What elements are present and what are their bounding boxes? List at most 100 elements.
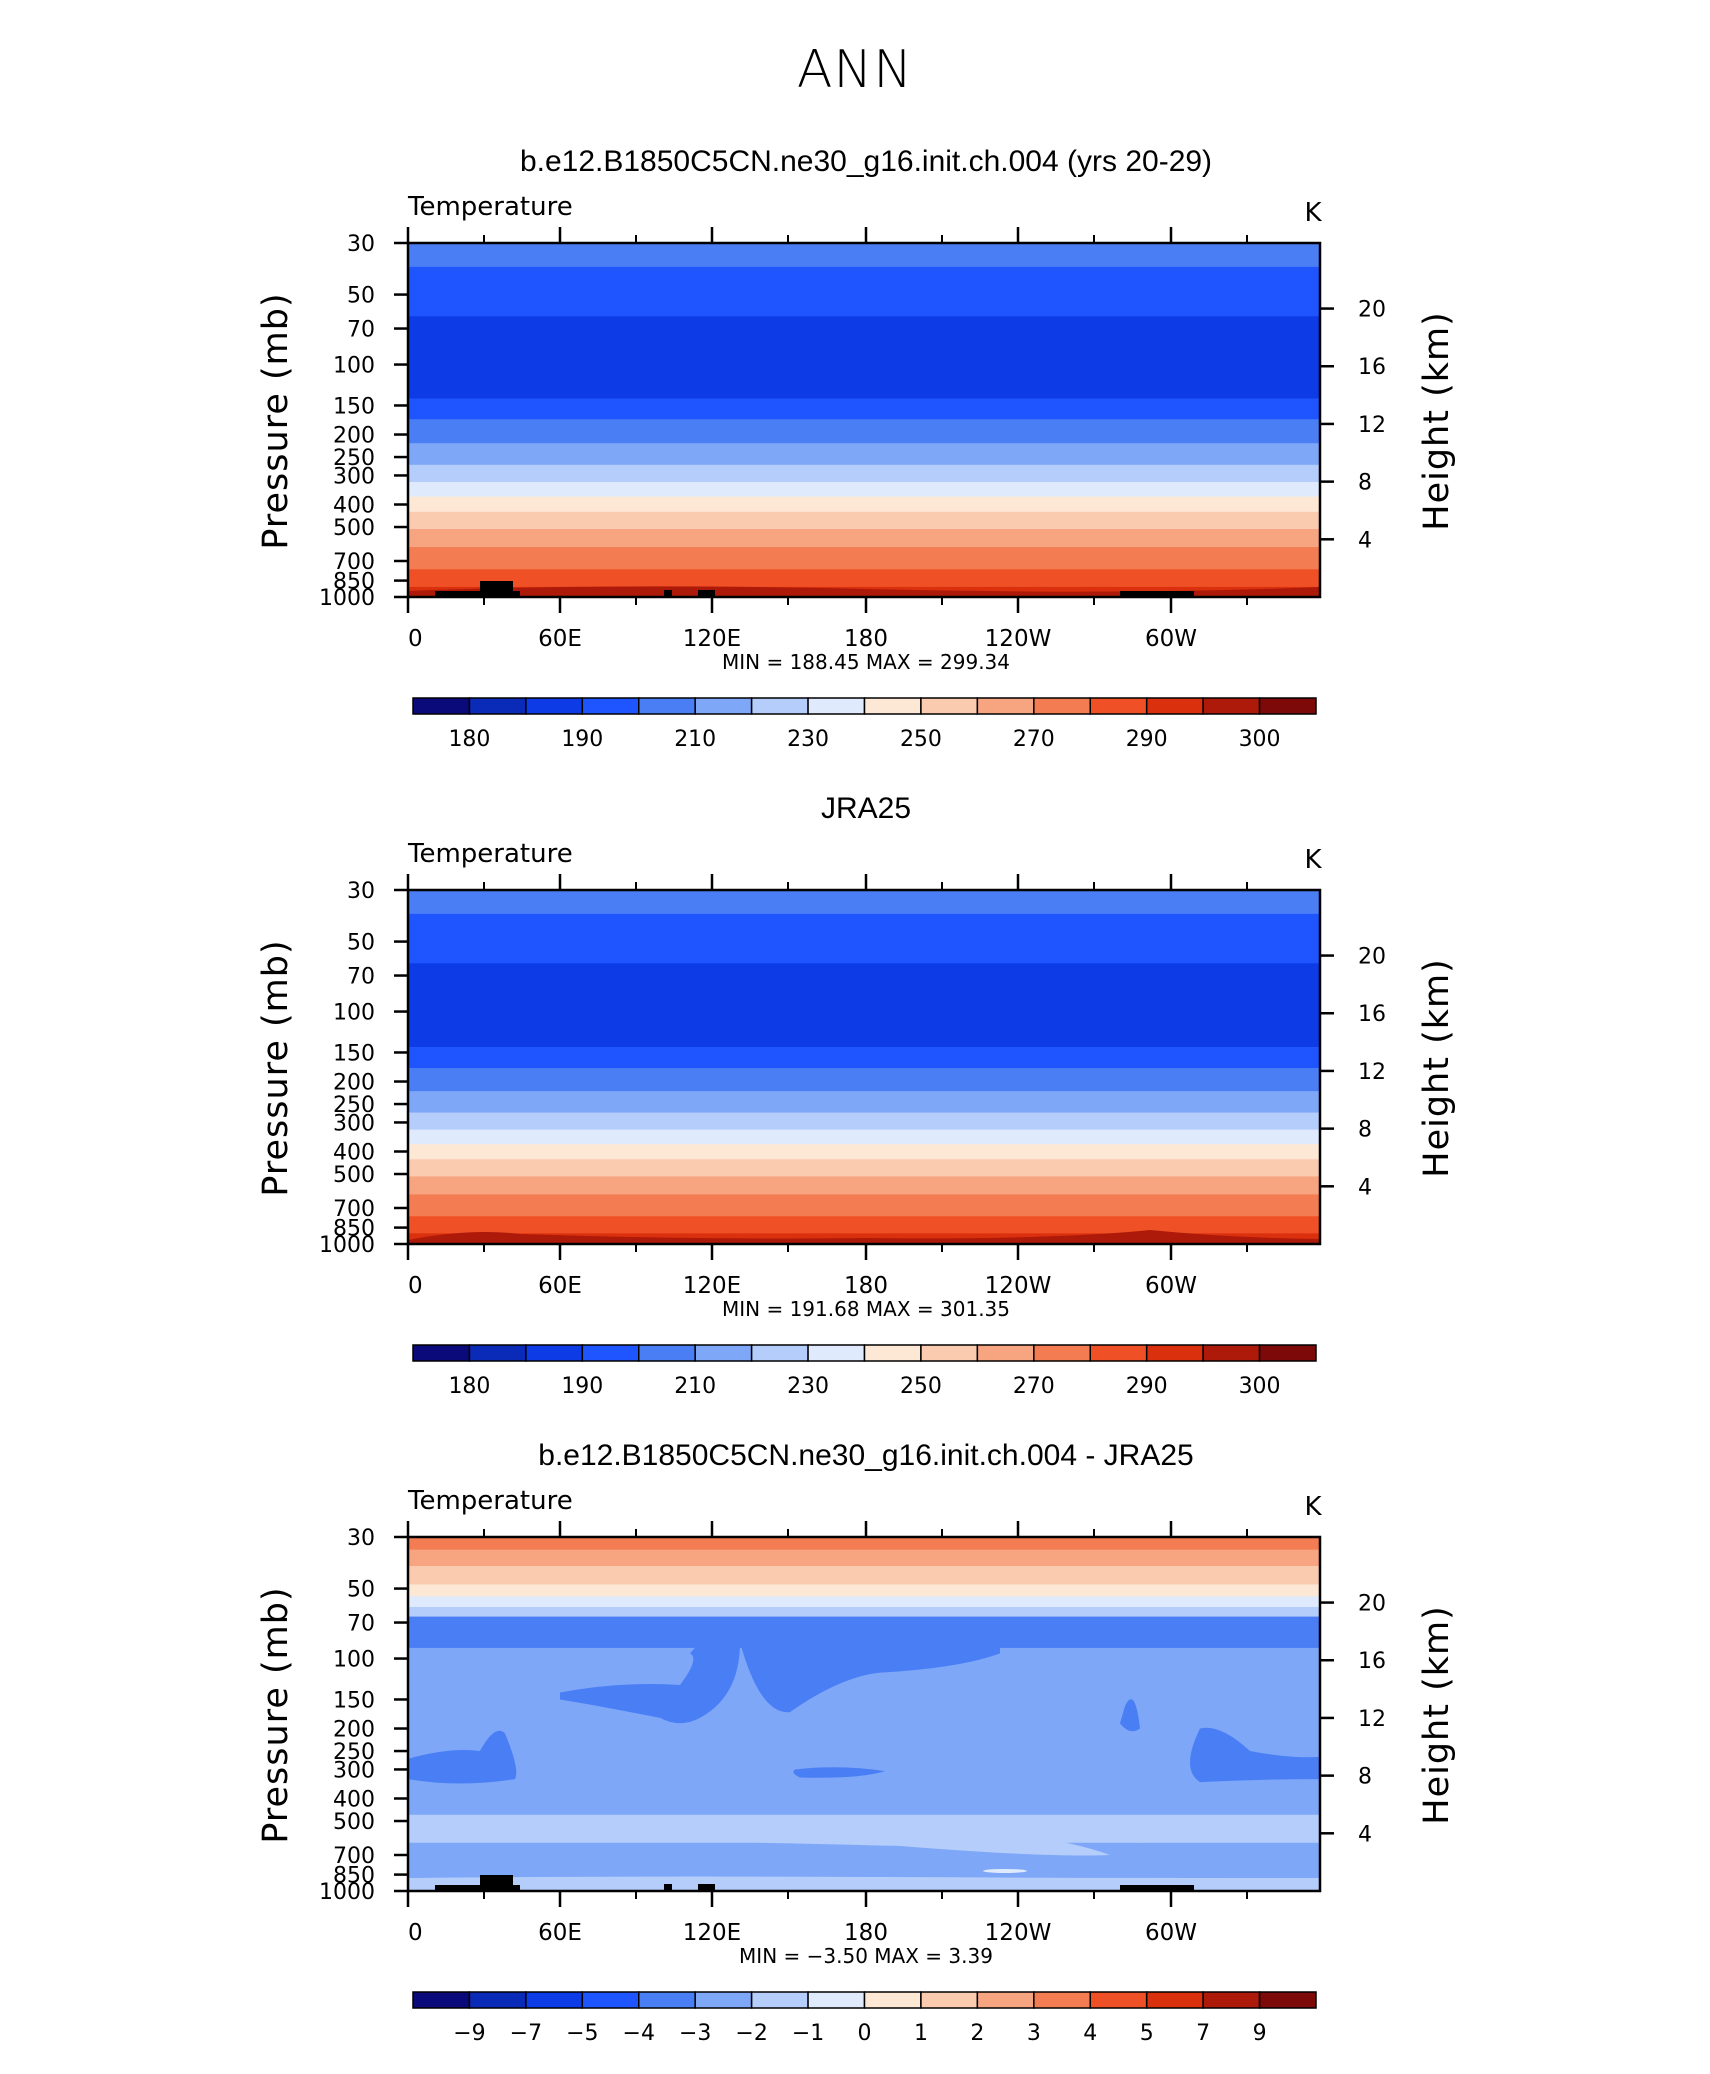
y2-tick-label: 4 bbox=[1358, 528, 1372, 553]
colorbar-label: 250 bbox=[900, 727, 942, 752]
y2-tick-label: 8 bbox=[1358, 1118, 1372, 1143]
colorbar-label: −1 bbox=[792, 2021, 824, 2046]
y-tick-label: 150 bbox=[333, 1041, 375, 1066]
colorbar-box bbox=[807, 1991, 866, 2009]
y-tick-label: 850 bbox=[333, 1864, 375, 1889]
contour-band bbox=[408, 963, 1320, 1048]
colorbar-box bbox=[1202, 1344, 1261, 1362]
colorbar-box bbox=[1202, 1991, 1261, 2009]
y-tick-label: 700 bbox=[333, 1197, 375, 1222]
y-tick-label: 1000 bbox=[319, 1880, 375, 1905]
x-tick-label: 60W bbox=[1145, 1920, 1197, 1946]
contour-band bbox=[408, 890, 1320, 915]
anomaly-region bbox=[1140, 1830, 1320, 1843]
colorbar-label: 9 bbox=[1253, 2021, 1267, 2046]
colorbar-box bbox=[412, 1344, 471, 1362]
y-tick-label: 250 bbox=[333, 446, 375, 471]
colorbar-box bbox=[750, 1344, 809, 1362]
y-tick-label: 150 bbox=[333, 1688, 375, 1713]
topography bbox=[435, 1885, 480, 1891]
colorbar-box bbox=[638, 697, 696, 715]
colorbar-box bbox=[1202, 697, 1261, 715]
y-tick-label: 70 bbox=[347, 965, 375, 990]
x-tick-label: 120E bbox=[683, 1920, 741, 1946]
colorbar-box bbox=[468, 1344, 527, 1362]
colorbar-box bbox=[976, 697, 1035, 715]
contour-band bbox=[408, 547, 1320, 570]
panel-jra25: JRA25 Temperature K 0 60E 120E 180 120W 60W 30 50 7… bbox=[256, 792, 1457, 1399]
colorbar-label: 270 bbox=[1013, 1374, 1055, 1399]
colorbar-box bbox=[525, 697, 584, 715]
contour-band bbox=[408, 569, 1320, 588]
contour-band bbox=[408, 1046, 1320, 1069]
x-tick-label: 120E bbox=[683, 626, 741, 652]
panel-model: b.e12.B1850C5CN.ne30_g16.init.ch.004 (yr… bbox=[256, 145, 1457, 752]
colorbar-box bbox=[1145, 1991, 1204, 2009]
min-max-text: MIN = 188.45 MAX = 299.34 bbox=[722, 650, 1010, 674]
colorbar-box bbox=[920, 697, 979, 715]
colorbar-box bbox=[750, 697, 809, 715]
x-tick-label: 120E bbox=[683, 1273, 741, 1299]
colorbar-box bbox=[1089, 1344, 1148, 1362]
colorbar-label: 210 bbox=[674, 727, 716, 752]
colorbar-box bbox=[581, 697, 640, 715]
colorbar-box bbox=[581, 1991, 640, 2009]
y-tick-label: 400 bbox=[333, 493, 375, 518]
contour-band bbox=[408, 1775, 1320, 1816]
contour-band bbox=[408, 398, 1320, 420]
colorbar-box bbox=[638, 1344, 696, 1362]
y-tick-label: 700 bbox=[333, 550, 375, 575]
y-tick-label: 400 bbox=[333, 1787, 375, 1812]
x-tick-label: 0 bbox=[408, 626, 423, 652]
y-tick-label: 850 bbox=[333, 1217, 375, 1242]
anomaly-region bbox=[1190, 1727, 1320, 1783]
colorbar-box bbox=[525, 1991, 584, 2009]
colorbar-box bbox=[468, 1991, 527, 2009]
x-tick-label: 0 bbox=[408, 1920, 423, 1946]
x-tick-label: 60E bbox=[538, 1920, 582, 1946]
y-axis-title: Pressure (mb) bbox=[256, 292, 296, 549]
colorbar-box bbox=[694, 697, 753, 715]
colorbar-label: 270 bbox=[1013, 727, 1055, 752]
plot-frame bbox=[406, 1535, 1322, 1893]
y-tick-label: 200 bbox=[333, 1718, 375, 1743]
x-tick-label: 180 bbox=[844, 1273, 888, 1299]
y-tick-label: 30 bbox=[347, 232, 375, 257]
colorbar-label: 300 bbox=[1239, 727, 1281, 752]
colorbar-box bbox=[1089, 697, 1148, 715]
topography bbox=[664, 1884, 672, 1891]
cold-core bbox=[675, 358, 965, 371]
colorbar-label: −5 bbox=[566, 2021, 598, 2046]
y2-axis-title: Height (km) bbox=[1417, 1605, 1457, 1825]
min-max-text: MIN = −3.50 MAX = 3.39 bbox=[739, 1944, 993, 1968]
colorbar-box bbox=[807, 1344, 866, 1362]
y2-tick-label: 20 bbox=[1358, 298, 1386, 323]
topography bbox=[513, 1885, 520, 1891]
colorbar-label: −3 bbox=[679, 2021, 711, 2046]
y2-tick-label: 8 bbox=[1358, 1765, 1372, 1790]
colorbar-label: 300 bbox=[1239, 1374, 1281, 1399]
contour-band bbox=[408, 1606, 1320, 1618]
x-tick-label: 0 bbox=[408, 1273, 423, 1299]
y-tick-label: 1000 bbox=[319, 1233, 375, 1258]
min-max-text: MIN = 191.68 MAX = 301.35 bbox=[722, 1297, 1010, 1321]
colorbar-box bbox=[1033, 697, 1091, 715]
colorbar-box bbox=[581, 1344, 640, 1362]
colorbar-label: 290 bbox=[1126, 727, 1168, 752]
y-tick-label: 100 bbox=[333, 1001, 375, 1026]
y-tick-label: 150 bbox=[333, 394, 375, 419]
colorbar-label: 0 bbox=[858, 2021, 872, 2046]
y-tick-label: 500 bbox=[333, 516, 375, 541]
colorbar-box bbox=[863, 1344, 922, 1362]
colorbar-box bbox=[1145, 1344, 1204, 1362]
x-tick-label: 120W bbox=[985, 1920, 1052, 1946]
y-tick-label: 300 bbox=[333, 464, 375, 489]
contour-band bbox=[408, 1216, 1320, 1234]
y2-tick-label: 16 bbox=[1358, 1002, 1386, 1027]
y-tick-label: 100 bbox=[333, 1648, 375, 1673]
contour-band bbox=[408, 443, 1320, 466]
anomaly-region bbox=[560, 1642, 740, 1724]
variable-label: Temperature bbox=[407, 839, 573, 869]
y-tick-label: 700 bbox=[333, 1844, 375, 1869]
colorbar-label: 7 bbox=[1196, 2021, 1210, 2046]
